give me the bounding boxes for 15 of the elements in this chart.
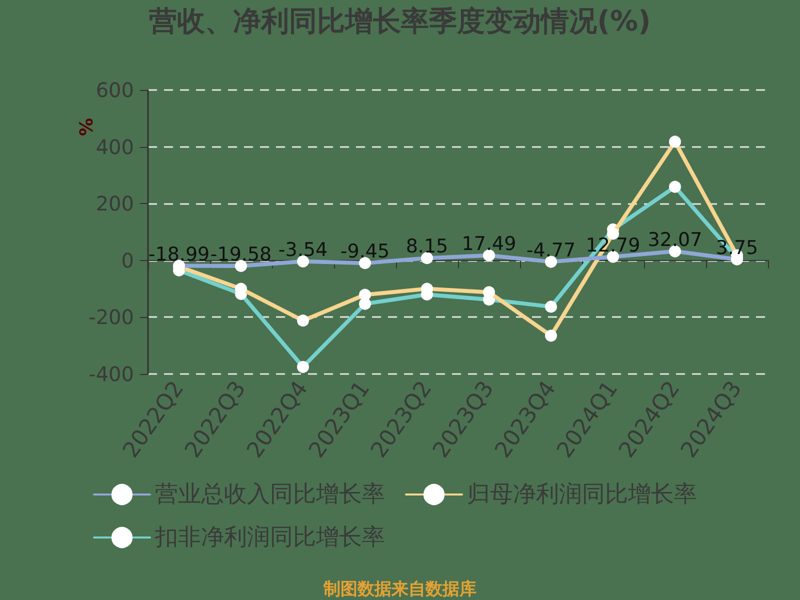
- y-tick-label: 200: [96, 192, 134, 216]
- data-label: 17.49: [462, 232, 516, 255]
- text: 制图数据来自数据库: [322, 580, 476, 600]
- data-label: 32.07: [648, 228, 702, 251]
- data-label: 8.15: [406, 236, 448, 258]
- data-label: -19.58: [210, 243, 272, 266]
- data-label: -9.45: [340, 240, 390, 263]
- y-tick-label: -400: [88, 362, 134, 386]
- data-label: -4.77: [526, 239, 576, 262]
- y-axis-title: %: [76, 118, 98, 136]
- y-tick-label: -200: [88, 305, 134, 330]
- data-label: -18.99: [148, 243, 210, 266]
- y-tick-label: 600: [96, 78, 134, 102]
- data-label: -3.54: [278, 238, 328, 261]
- y-tick-label: 400: [96, 134, 134, 159]
